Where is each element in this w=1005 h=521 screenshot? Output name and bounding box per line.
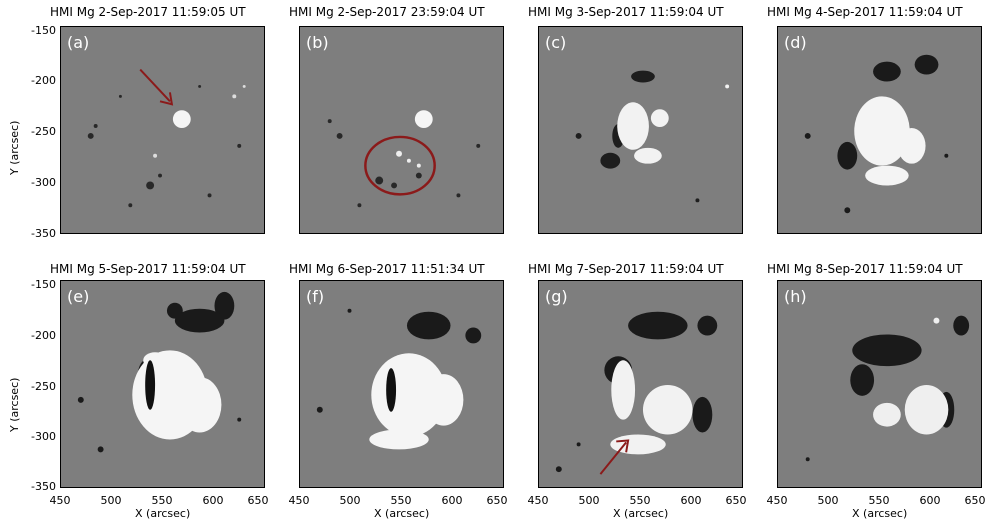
panel-h: (h)	[777, 280, 982, 488]
panel-c: (c)	[538, 26, 743, 234]
y-tick: -250	[31, 380, 56, 393]
panel-c-label: (c)	[545, 33, 567, 52]
x-tick: 450	[288, 494, 310, 507]
arrow-annotation	[139, 68, 171, 102]
x-tick: 500	[339, 494, 361, 507]
panel-b-title: HMI Mg 2-Sep-2017 23:59:04 UT	[289, 5, 485, 19]
y-axis-label-bottom: Y (arcsec)	[8, 377, 21, 432]
magnetogram-c-image	[539, 27, 742, 233]
panel-g: (g)	[538, 280, 743, 488]
x-tick: 450	[49, 494, 71, 507]
x-tick: 500	[578, 494, 600, 507]
y-tick: -200	[31, 74, 56, 87]
y-axis-label-top: Y (arcsec)	[8, 120, 21, 175]
x-axis-label: X (arcsec)	[374, 507, 430, 520]
panel-a: (a)	[60, 26, 265, 234]
y-tick: -250	[31, 125, 56, 138]
panel-e-title: HMI Mg 5-Sep-2017 11:59:04 UT	[50, 262, 246, 276]
magnetogram-h-image	[778, 281, 981, 487]
x-tick: 500	[100, 494, 122, 507]
panel-d-label: (d)	[784, 33, 807, 52]
x-tick: 600	[202, 494, 224, 507]
x-tick: 550	[151, 494, 173, 507]
arrow-annotation	[599, 441, 627, 475]
x-tick: 600	[919, 494, 941, 507]
panel-c-title: HMI Mg 3-Sep-2017 11:59:04 UT	[528, 5, 724, 19]
x-tick: 500	[817, 494, 839, 507]
x-tick: 450	[766, 494, 788, 507]
panel-a-title: HMI Mg 2-Sep-2017 11:59:05 UT	[50, 5, 246, 19]
panel-f-title: HMI Mg 6-Sep-2017 11:51:34 UT	[289, 262, 485, 276]
x-tick: 550	[629, 494, 651, 507]
panel-f: (f)	[299, 280, 504, 488]
x-tick: 450	[527, 494, 549, 507]
x-tick: 600	[441, 494, 463, 507]
y-tick: -300	[31, 430, 56, 443]
y-tick: -300	[31, 176, 56, 189]
y-tick: -150	[31, 24, 56, 37]
y-tick: -200	[31, 329, 56, 342]
x-axis-label: X (arcsec)	[135, 507, 191, 520]
x-tick: 550	[868, 494, 890, 507]
panel-d-title: HMI Mg 4-Sep-2017 11:59:04 UT	[767, 5, 963, 19]
y-tick: -350	[31, 227, 56, 240]
x-tick: 650	[725, 494, 747, 507]
x-axis-label: X (arcsec)	[613, 507, 669, 520]
panel-d: (d)	[777, 26, 982, 234]
x-tick: 650	[964, 494, 986, 507]
magnetogram-g-image	[539, 281, 742, 487]
magnetogram-a-image	[61, 27, 264, 233]
magnetogram-e-image	[61, 281, 264, 487]
panel-h-title: HMI Mg 8-Sep-2017 11:59:04 UT	[767, 262, 963, 276]
panel-g-label: (g)	[545, 287, 568, 306]
x-tick: 600	[680, 494, 702, 507]
circle-annotation	[364, 135, 436, 196]
y-tick: -150	[31, 278, 56, 291]
x-tick: 550	[390, 494, 412, 507]
magnetogram-f-image	[300, 281, 503, 487]
panel-e-label: (e)	[67, 287, 90, 306]
x-axis-label: X (arcsec)	[852, 507, 908, 520]
x-tick: 650	[486, 494, 508, 507]
panel-f-label: (f)	[306, 287, 325, 306]
panel-a-label: (a)	[67, 33, 90, 52]
panel-b-label: (b)	[306, 33, 329, 52]
magnetogram-d-image	[778, 27, 981, 233]
panel-h-label: (h)	[784, 287, 807, 306]
panel-g-title: HMI Mg 7-Sep-2017 11:59:04 UT	[528, 262, 724, 276]
x-tick: 650	[247, 494, 269, 507]
y-tick: -350	[31, 480, 56, 493]
panel-b: (b)	[299, 26, 504, 234]
panel-e: (e)	[60, 280, 265, 488]
magnetogram-b-image	[300, 27, 503, 233]
